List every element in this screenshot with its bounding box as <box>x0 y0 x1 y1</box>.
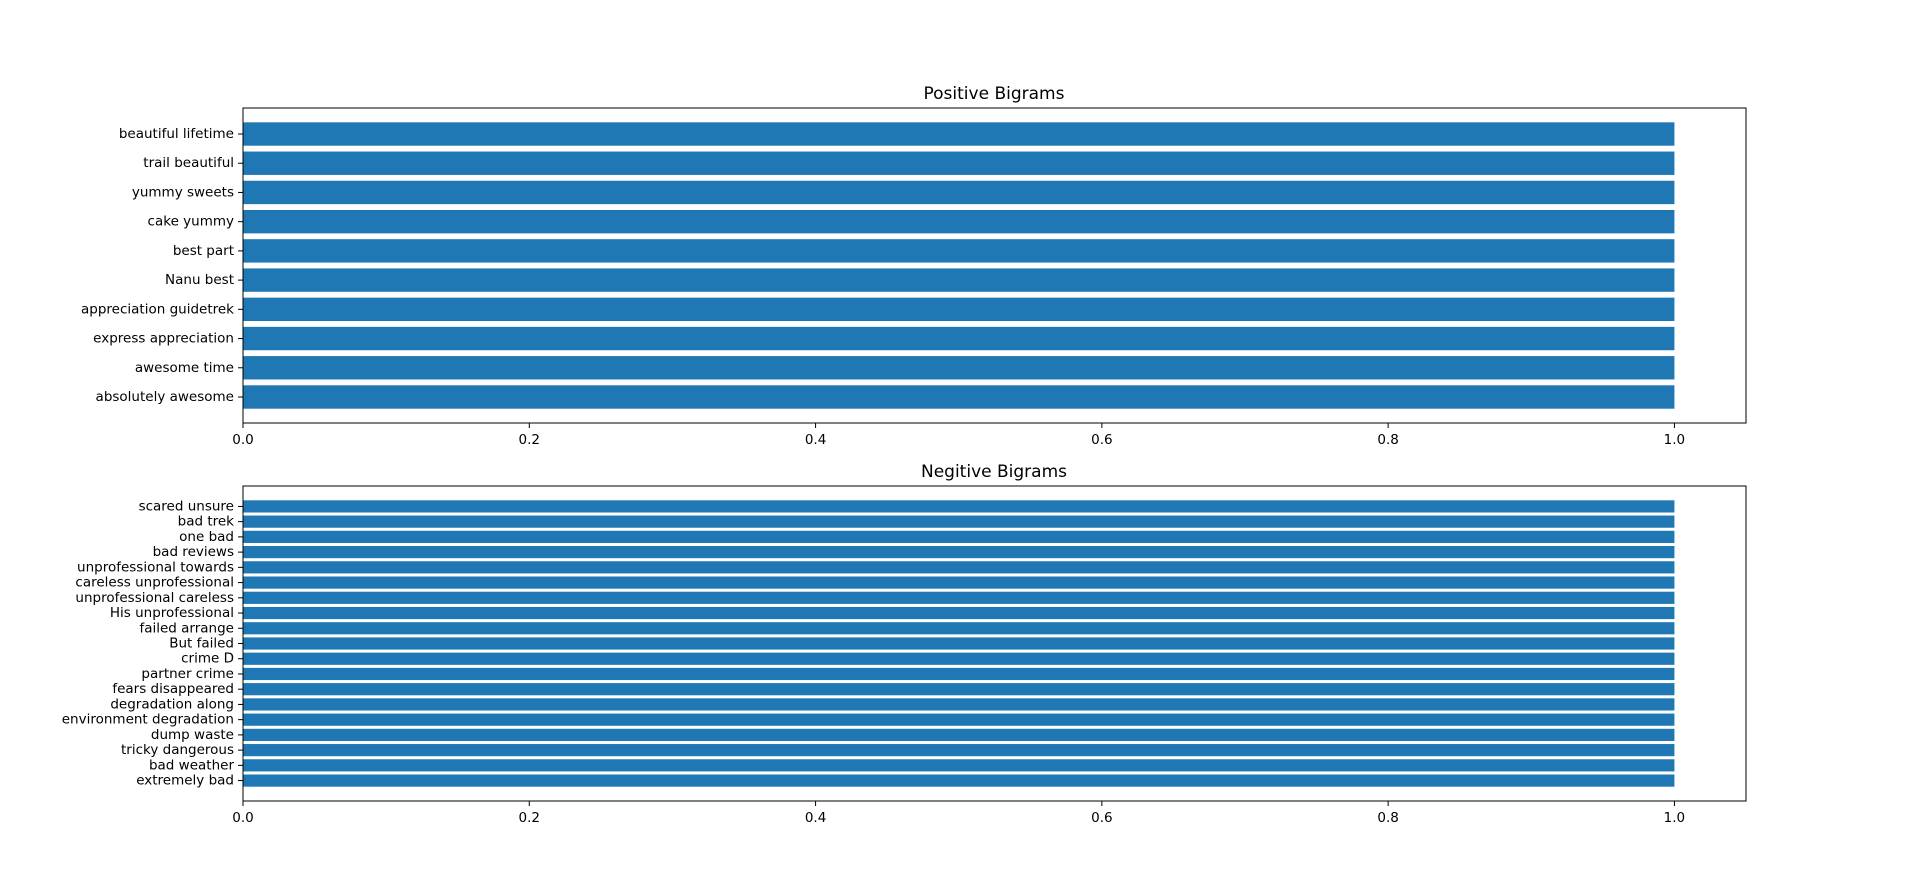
positive-bar-5 <box>243 239 1675 263</box>
positive-bar-6 <box>243 209 1675 234</box>
y-tick-label: failed arrange <box>139 620 234 636</box>
x-tick-label: 0.8 <box>1377 432 1398 448</box>
x-tick-label: 1.0 <box>1664 432 1685 448</box>
y-tick-label: unprofessional careless <box>75 590 234 606</box>
positive-bar-1 <box>243 356 1675 380</box>
positive-bar-8 <box>243 151 1675 175</box>
y-tick-label: trail beautiful <box>143 155 234 171</box>
y-tick-label: beautiful lifetime <box>119 126 234 142</box>
y-tick-label: unprofessional towards <box>77 559 234 575</box>
y-tick-label: His unprofessional <box>110 605 234 621</box>
y-tick-label: bad trek <box>178 514 235 530</box>
negative-bar-11 <box>243 606 1675 620</box>
y-tick-label: cake yummy <box>148 214 234 230</box>
x-tick-label: 0.0 <box>232 810 253 826</box>
x-tick-label: 0.6 <box>1091 810 1112 826</box>
x-tick-label: 0.8 <box>1377 810 1398 826</box>
negative-bar-6 <box>243 683 1675 696</box>
negative-bar-9 <box>243 637 1675 650</box>
negative-bar-17 <box>243 515 1675 528</box>
y-tick-label: express appreciation <box>93 331 234 347</box>
negative-bar-18 <box>243 500 1675 513</box>
negative-bar-15 <box>243 546 1675 559</box>
negative-bar-12 <box>243 591 1675 604</box>
positive-bar-4 <box>243 268 1675 292</box>
y-tick-label: bad reviews <box>153 544 234 560</box>
negative-bar-0 <box>243 774 1675 787</box>
x-tick-label: 0.6 <box>1091 432 1112 448</box>
positive-bigrams-chart: Positive Bigrams absolutely awesome aweso… <box>81 84 1747 448</box>
negative-bar-14 <box>243 561 1675 574</box>
y-tick-label: degradation along <box>110 696 234 712</box>
y-tick-label: fears disappeared <box>112 681 234 697</box>
y-tick-label: tricky dangerous <box>121 742 234 758</box>
negative-bar-8 <box>243 652 1675 665</box>
y-tick-label: absolutely awesome <box>96 389 234 405</box>
axes-frame <box>242 485 1747 802</box>
positive-bar-3 <box>243 297 1675 322</box>
y-tick-label: extremely bad <box>136 773 234 789</box>
x-tick-label: 0.4 <box>805 810 826 826</box>
y-tick-label: Nanu best <box>165 272 234 288</box>
y-tick-label: yummy sweets <box>132 184 234 200</box>
y-tick-label: partner crime <box>141 666 234 682</box>
y-tick-label: dump waste <box>151 727 234 743</box>
positive-bar-0 <box>243 385 1675 409</box>
negative-bar-3 <box>243 728 1675 741</box>
y-tick-label: awesome time <box>135 360 234 376</box>
x-tick-label: 1.0 <box>1664 810 1685 826</box>
positive-bar-9 <box>243 122 1675 146</box>
y-tick-label: one bad <box>179 529 234 545</box>
chart-title: Positive Bigrams <box>924 84 1065 104</box>
positive-bar-2 <box>243 326 1675 351</box>
negative-bar-10 <box>243 622 1675 635</box>
x-tick-label: 0.2 <box>519 432 540 448</box>
negative-bar-5 <box>243 698 1675 711</box>
negative-bar-4 <box>243 713 1675 726</box>
chart-title: Negitive Bigrams <box>921 462 1067 482</box>
axes-frame <box>242 107 1747 424</box>
x-tick-label: 0.4 <box>805 432 826 448</box>
y-tick-label: best part <box>173 243 234 259</box>
negative-bar-16 <box>243 530 1675 543</box>
y-tick-label: crime D <box>181 651 234 667</box>
y-tick-label: careless unprofessional <box>75 575 234 591</box>
x-tick-label: 0.2 <box>519 810 540 826</box>
y-tick-label: bad weather <box>149 757 234 773</box>
y-tick-label: environment degradation <box>62 712 234 728</box>
negative-bar-2 <box>243 744 1675 757</box>
negative-bar-13 <box>243 576 1675 589</box>
y-tick-label: scared unsure <box>139 498 234 514</box>
y-tick-label: But failed <box>169 636 234 652</box>
negative-bar-7 <box>243 667 1675 681</box>
x-tick-label: 0.0 <box>232 432 253 448</box>
negative-bar-1 <box>243 759 1675 772</box>
positive-bar-7 <box>243 180 1675 205</box>
y-tick-label: appreciation guidetrek <box>81 301 234 317</box>
